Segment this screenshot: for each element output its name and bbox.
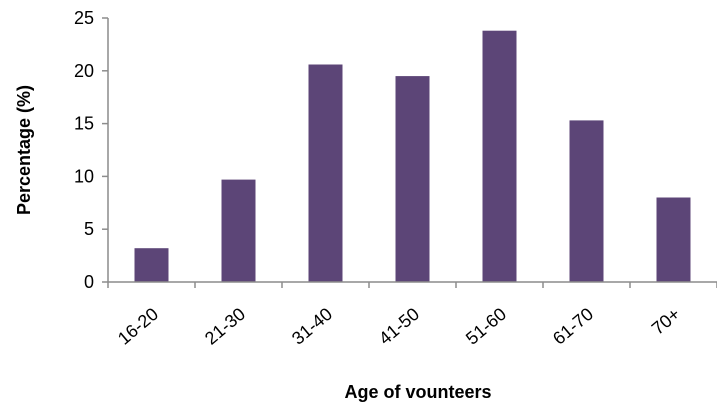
x-tick-label: 51-60 [462,304,510,349]
bar-21-30 [221,179,256,282]
bar-70+ [656,197,691,282]
y-axis-title: Percentage (%) [14,85,34,215]
y-tick-label: 20 [74,61,94,81]
bar-51-60 [482,30,517,283]
y-tick-label: 25 [74,8,94,28]
y-tick-label: 5 [84,219,94,239]
bar-61-70 [569,120,604,283]
x-axis-title: Age of vounteers [344,382,491,402]
bar-16-20 [134,248,169,282]
x-tick-label: 16-20 [114,304,162,349]
x-tick-label: 70+ [648,304,684,339]
bar-41-50 [395,76,430,282]
bar-31-40 [308,64,343,282]
x-tick-label: 31-40 [288,304,336,349]
bars-layer [134,30,691,283]
x-tick-label: 41-50 [375,304,423,349]
x-tick-label: 21-30 [201,304,249,349]
y-tick-label: 0 [84,272,94,292]
axes-layer [102,17,717,288]
x-tick-label: 61-70 [549,304,597,349]
y-tick-label: 10 [74,166,94,186]
y-tick-label: 15 [74,114,94,134]
